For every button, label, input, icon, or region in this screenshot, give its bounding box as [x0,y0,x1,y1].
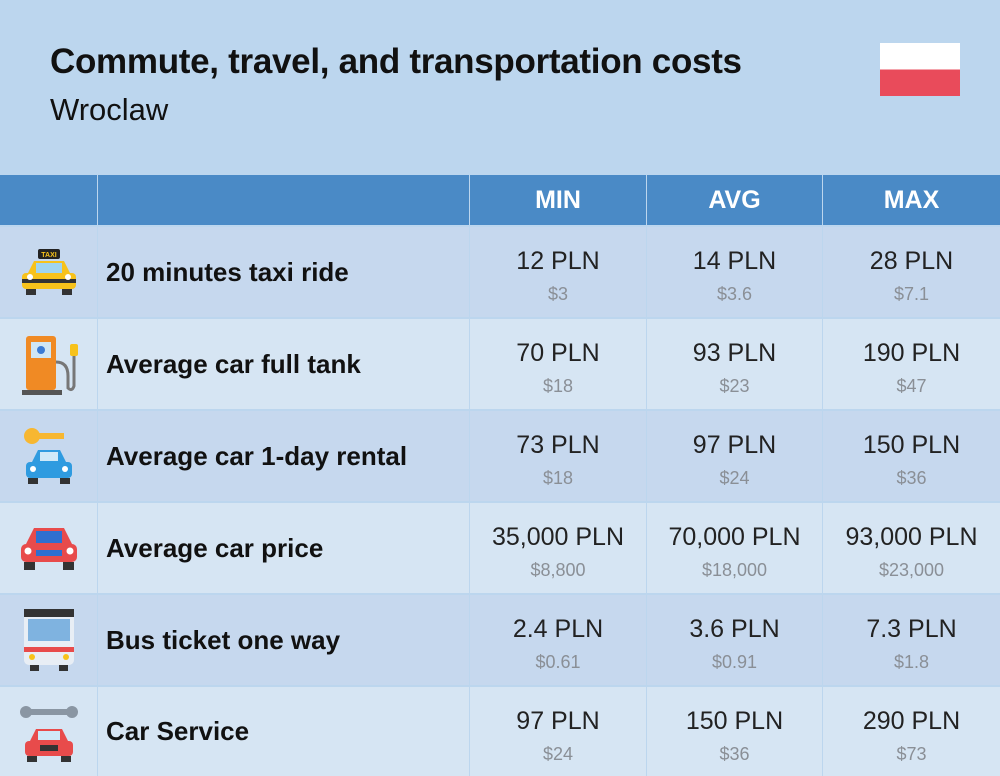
value-cell: 7.3 PLN $1.8 [823,595,1000,685]
main-value: 190 PLN [862,339,961,367]
row-icon [0,595,97,685]
main-value: 93 PLN [692,339,777,367]
value-cell: 28 PLN $7.1 [823,227,1000,317]
value-cell: 93 PLN $23 [647,319,822,409]
usd-value: $18 [542,376,574,396]
usd-value: $7.1 [893,284,930,304]
usd-value: $24 [719,468,750,488]
column-header: MIN [470,175,646,225]
column-header: AVG [647,175,822,225]
icon [21,336,78,395]
usd-value: $36 [719,744,750,764]
value-cell: 97 PLN $24 [647,411,822,501]
value-cell: 14 PLN $3.6 [647,227,822,317]
icon-label: TAXI [41,252,56,259]
main-value: 97 PLN [516,707,600,735]
row-icon [0,319,97,409]
value-cell: 150 PLN $36 [647,687,822,776]
main-value: 290 PLN [862,707,961,735]
usd-value: $23,000 [878,560,945,580]
usd-value: $3 [547,284,569,304]
row-icon [0,687,97,776]
row-label: Average car price [98,503,469,593]
icon [23,428,72,484]
main-value: 7.3 PLN [866,615,957,643]
main-value: 70 PLN [516,339,600,367]
icon [23,609,74,671]
row-label: Car Service [98,687,469,776]
row-icon [0,503,97,593]
row-icon [0,411,97,501]
value-cell: 70,000 PLN $18,000 [647,503,822,593]
main-value: 28 PLN [869,247,954,275]
value-cell: 190 PLN $47 [823,319,1000,409]
main-value: 73 PLN [516,431,600,459]
header-cell [0,175,97,225]
main-value: 97 PLN [692,431,777,459]
row-label: Bus ticket one way [98,595,469,685]
usd-value: $8,800 [530,560,586,580]
usd-value: $1.8 [893,652,930,672]
main-value: 2.4 PLN [512,615,604,643]
usd-value: $0.91 [711,652,758,672]
usd-value: $73 [896,744,927,764]
usd-value: $18,000 [701,560,768,580]
row-label: Average car 1-day rental [98,411,469,501]
value-cell: 12 PLN $3 [470,227,646,317]
value-cell: 2.4 PLN $0.61 [470,595,646,685]
row-label: 20 minutes taxi ride [98,227,469,317]
main-value: 3.6 PLN [689,615,780,643]
main-value: 35,000 PLN [491,523,625,551]
usd-value: $36 [896,468,927,488]
value-cell: 3.6 PLN $0.91 [647,595,822,685]
icon: TAXI [21,249,76,295]
main-value: 14 PLN [692,247,777,275]
row-label: Average car full tank [98,319,469,409]
main-value: 150 PLN [685,707,784,735]
header-cell [98,175,469,225]
main-value: 93,000 PLN [845,523,978,551]
main-value: 150 PLN [862,431,961,459]
value-cell: 150 PLN $36 [823,411,1000,501]
icon [20,528,77,570]
usd-value: $47 [896,376,927,396]
row-icon: TAXI [0,227,97,317]
value-cell: 290 PLN $73 [823,687,1000,776]
value-cell: 73 PLN $18 [470,411,646,501]
title: Commute, travel, and transportation cost… [50,42,742,81]
flag [880,43,960,96]
usd-value: $24 [542,744,574,764]
main-value: 70,000 PLN [668,523,801,551]
value-cell: 35,000 PLN $8,800 [470,503,646,593]
usd-value: $23 [719,376,750,396]
column-header: MAX [823,175,1000,225]
usd-value: $3.6 [716,284,753,304]
main-value: 12 PLN [516,247,600,275]
value-cell: 93,000 PLN $23,000 [823,503,1000,593]
value-cell: 97 PLN $24 [470,687,646,776]
usd-value: $0.61 [535,652,581,672]
icon [19,705,78,762]
value-cell: 70 PLN $18 [470,319,646,409]
usd-value: $18 [542,468,574,488]
subtitle: Wroclaw [50,92,169,127]
